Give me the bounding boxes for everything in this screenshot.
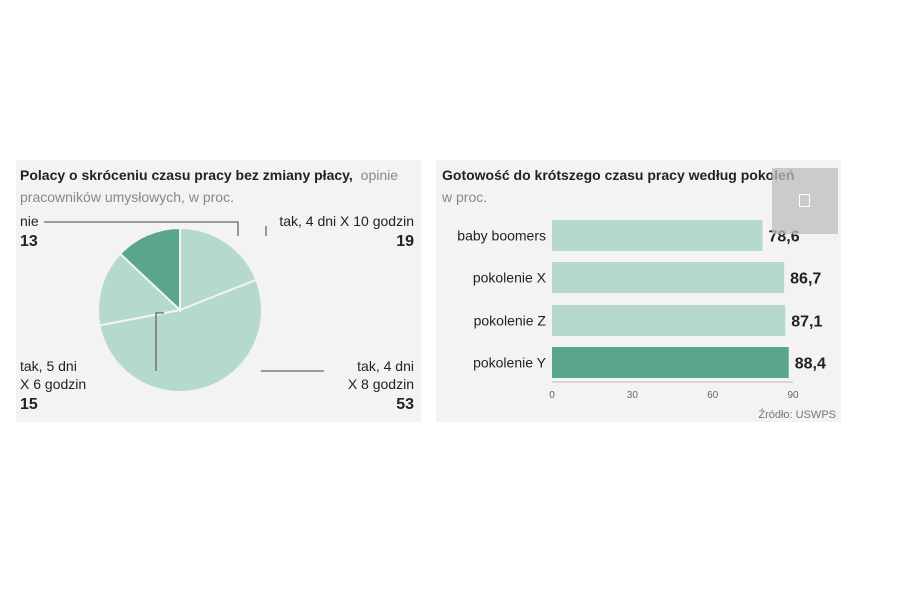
pie-label-tak-4x8: X 8 godzin [348, 376, 414, 392]
pie-label-tak-5x6: X 6 godzin [20, 376, 86, 392]
pie-value-tak-5x6: 15 [20, 396, 38, 413]
x-tick-0: 0 [549, 390, 555, 401]
pie-labels: tak, 4 dni X 10 godzin 19 tak, 4 dni X 8 go… [20, 213, 414, 413]
bar-value-pokolenie-Z: 87,1 [791, 314, 822, 331]
pie-value-nie: 13 [20, 233, 38, 250]
pie-chart-panel: Polacy o skróceniu czasu pracy bez zmian… [16, 160, 421, 422]
pie-slice-tak-5x6 [97, 252, 183, 327]
bar-pokolenie-Z [552, 305, 786, 336]
pie-label-tak-4x10: tak, 4 dni X 10 godzin [279, 213, 414, 229]
pie-label-tak-5x6: tak, 5 dni [20, 358, 77, 374]
bar-chart-panel: Gotowość do krótszego czasu pracy według… [436, 160, 841, 422]
x-tick-60: 60 [707, 390, 719, 401]
bar-value-pokolenie-Y: 88,4 [795, 356, 826, 373]
pie-slices [97, 226, 263, 393]
bar-chart: Gotowość do krótszego czasu pracy według… [441, 167, 836, 421]
pie-label-nie: nie [20, 213, 39, 229]
pie-title: Polacy o skróceniu czasu pracy bez zmian… [20, 167, 398, 183]
pie-label-tak-4x8: tak, 4 dni [357, 358, 414, 374]
pie-slice-nie [118, 226, 181, 313]
bar-title: Gotowość do krótszego czasu pracy według… [442, 167, 794, 183]
pie-chart: Polacy o skróceniu czasu pracy bez zmian… [20, 167, 414, 413]
close-button[interactable] [772, 168, 838, 234]
pie-slice-tak-4x10 [179, 226, 258, 312]
bar-pokolenie-X [552, 262, 785, 293]
bar-category-baby-boomers: baby boomers [457, 228, 546, 244]
bar-category-pokolenie-X: pokolenie X [473, 270, 547, 286]
close-icon [799, 194, 810, 207]
bar-category-pokolenie-Z: pokolenie Z [474, 313, 547, 329]
bar-pokolenie-Y [552, 347, 789, 378]
pie-slice-tak-4x8 [98, 278, 263, 393]
pie-value-tak-4x8: 53 [396, 396, 414, 413]
x-tick-30: 30 [627, 390, 639, 401]
pie-value-tak-4x10: 19 [396, 233, 414, 250]
pie-title-inline: opinie [361, 167, 399, 183]
bar-baby-boomers [552, 220, 763, 251]
pie-leader-tak-5x6 [155, 312, 164, 371]
bar-category-pokolenie-Y: pokolenie Y [473, 355, 547, 371]
bar-value-pokolenie-X: 86,7 [790, 271, 821, 288]
pie-leader-nie [44, 221, 239, 236]
pie-subtitle: pracowników umysłowych, w proc. [20, 189, 234, 205]
bar-subtitle: w proc. [441, 189, 487, 205]
source-note: Źródło: USWPS [758, 408, 836, 421]
x-tick-90: 90 [787, 390, 799, 401]
pie-title-main: Polacy o skróceniu czasu pracy bez zmian… [20, 167, 353, 183]
